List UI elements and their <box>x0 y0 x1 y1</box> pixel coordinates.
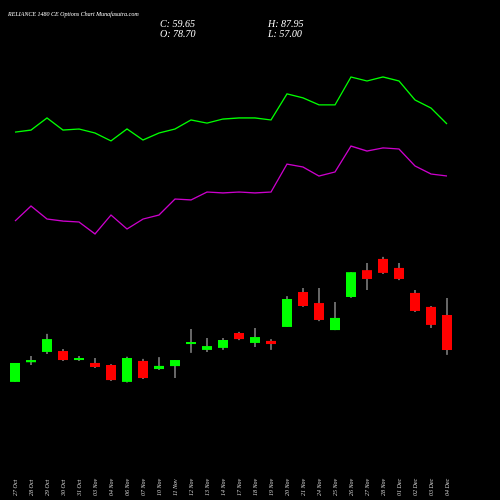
candle-body <box>234 333 244 340</box>
chart-title: RELIANCE 1480 CE Options Chart Munafasut… <box>7 11 139 18</box>
x-tick-label: 07 Nov <box>141 478 147 496</box>
indicator-line <box>14 76 448 142</box>
candle-body <box>42 339 52 352</box>
x-tick-label: 12 Nov <box>189 478 195 496</box>
x-tick-label: 02 Dec <box>413 479 419 496</box>
x-tick-label: 06 Nov <box>125 478 131 496</box>
candle-body <box>298 292 308 306</box>
x-tick-label: 14 Nov <box>220 478 227 496</box>
x-tick-label: 31 Oct <box>77 480 83 497</box>
candle-body <box>58 351 68 361</box>
ohlc-low: L: 57.00 <box>267 29 302 40</box>
candle-body <box>330 317 340 331</box>
x-tick-label: 01 Dec <box>397 479 403 496</box>
candle-body <box>138 360 148 379</box>
candle-body <box>154 365 164 370</box>
ohlc-open: O: 78.70 <box>160 29 196 40</box>
x-tick-label: 28 Nov <box>381 478 387 496</box>
x-tick-label: 04 Dec <box>444 479 451 496</box>
candle-body <box>394 267 404 279</box>
x-tick-label: 20 Nov <box>285 478 291 496</box>
candle-body <box>250 337 260 343</box>
x-tick-label: 27 Nov <box>365 478 371 496</box>
x-tick-label: 10 Nov <box>157 478 163 496</box>
candle-body <box>170 360 180 367</box>
candle-body <box>10 362 20 382</box>
candle-body <box>90 362 100 368</box>
candle-body <box>410 292 420 311</box>
candle-body <box>218 339 228 348</box>
candle-body <box>202 346 212 350</box>
candle-body <box>106 364 116 381</box>
x-tick-label: 25 Nov <box>333 478 339 496</box>
x-tick-label: 28 Oct <box>29 480 35 496</box>
x-tick-label: 27 Oct <box>13 480 19 496</box>
x-tick-label: 21 Nov <box>301 478 307 496</box>
candle-body <box>282 299 292 327</box>
x-tick-label: 19 Nov <box>269 478 275 496</box>
x-tick-label: 26 Nov <box>349 478 355 496</box>
candle-body <box>186 342 196 345</box>
indicator-line <box>14 145 448 235</box>
x-tick-label: 11 Nov <box>173 479 179 496</box>
x-tick-label: 13 Nov <box>205 478 211 496</box>
x-tick-label: 03 Dec <box>429 479 435 496</box>
candle-body <box>442 314 452 351</box>
candle-body <box>362 270 372 279</box>
x-tick-label: 24 Nov <box>316 478 323 496</box>
x-tick-label: 18 Nov <box>253 478 259 496</box>
ohlc-close: C: 59.65 <box>160 19 195 30</box>
candle-body <box>122 358 132 382</box>
ohlc-high: H: 87.95 <box>267 19 304 30</box>
x-tick-label: 17 Nov <box>237 478 243 496</box>
candle-body <box>346 272 356 297</box>
candle-body <box>426 306 436 325</box>
x-tick-label: 03 Nov <box>93 478 99 496</box>
x-tick-label: 04 Nov <box>108 478 115 496</box>
x-tick-label: 30 Oct <box>61 480 67 497</box>
candle-body <box>314 303 324 320</box>
candle-body <box>74 358 84 361</box>
x-tick-label: 29 Oct <box>45 480 51 496</box>
candle-body <box>26 360 36 363</box>
candle-body <box>266 340 276 345</box>
candle-body <box>378 258 388 273</box>
